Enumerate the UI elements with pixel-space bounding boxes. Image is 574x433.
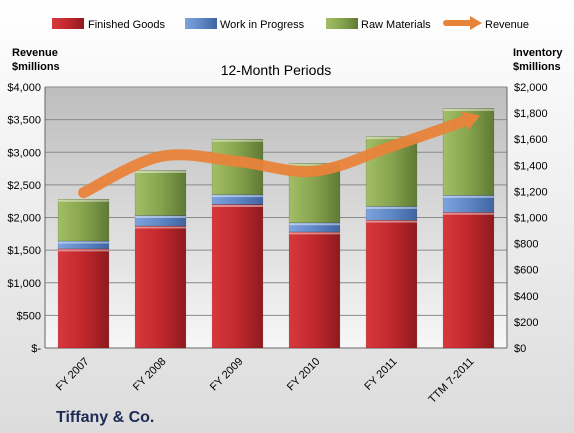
right-tick-label: $800 — [514, 239, 538, 251]
left-axis-ticks: $- $500 $1,000 $1,500 $2,000 $2,500 $3,000 $3,5… — [7, 82, 41, 355]
left-axis-title-line1: Revenue — [12, 47, 58, 59]
bar-segment-raw-materials — [134, 170, 187, 216]
bar-segment-finished-goods — [57, 248, 110, 349]
right-tick-label: $1,200 — [514, 186, 548, 198]
right-axis-title-line2: $millions — [513, 61, 561, 73]
revenue-line — [78, 111, 480, 199]
right-tick-label: $2,000 — [514, 82, 548, 94]
left-tick-label: $2,000 — [7, 213, 41, 225]
left-tick-label: $3,500 — [7, 115, 41, 127]
bar-segment-raw-materials — [57, 198, 110, 242]
left-tick-label: $4,000 — [7, 82, 41, 94]
right-tick-label: $600 — [514, 265, 538, 277]
bar-segment-finished-goods — [134, 225, 187, 349]
left-axis-title-line2: $millions — [12, 61, 60, 73]
right-tick-label: $1,800 — [514, 108, 548, 120]
legend-label-raw-materials: Raw Materials — [361, 19, 431, 31]
left-tick-label: $2,500 — [7, 180, 41, 192]
gridlines — [45, 86, 507, 316]
company-name: Tiffany & Co. — [56, 409, 154, 426]
legend-arrowhead-revenue — [470, 16, 482, 30]
left-tick-label: $1,500 — [7, 245, 41, 257]
bar-segment-finished-goods — [288, 231, 341, 349]
bar-segment-finished-goods — [211, 204, 264, 349]
right-axis-ticks: $0 $200 $400 $600 $800 $1,000 $1,200 $1,400 $1,6… — [514, 82, 548, 355]
legend-swatch-raw-materials — [326, 18, 358, 29]
right-tick-label: $1,000 — [514, 213, 548, 225]
left-tick-label: $3,000 — [7, 147, 41, 159]
right-tick-label: $200 — [514, 317, 538, 329]
legend-label-revenue: Revenue — [485, 19, 529, 31]
revenue-arrowhead — [461, 111, 480, 131]
legend-swatch-finished-goods — [52, 18, 84, 29]
bar-segment-work-in-progress — [57, 240, 110, 250]
right-tick-label: $0 — [514, 343, 526, 355]
right-tick-label: $1,400 — [514, 160, 548, 172]
legend-label-finished-goods: Finished Goods — [88, 19, 166, 31]
left-tick-label: $1,000 — [7, 278, 41, 290]
right-axis-title-line1: Inventory — [513, 47, 563, 59]
left-tick-label: $500 — [17, 310, 41, 322]
right-tick-label: $1,600 — [514, 134, 548, 146]
bars — [57, 108, 495, 349]
bar-segment-finished-goods — [442, 212, 495, 349]
revenue-line-path — [78, 114, 474, 199]
legend: Finished Goods Work in Progress Raw Mate… — [52, 16, 529, 31]
legend-swatch-work-in-progress — [185, 18, 217, 29]
legend-label-work-in-progress: Work in Progress — [220, 19, 305, 31]
left-tick-label: $- — [31, 343, 41, 355]
bar-segment-finished-goods — [365, 219, 418, 349]
right-tick-label: $400 — [514, 291, 538, 303]
chart-title: 12-Month Periods — [221, 62, 332, 78]
bar-segment-work-in-progress — [442, 195, 495, 213]
